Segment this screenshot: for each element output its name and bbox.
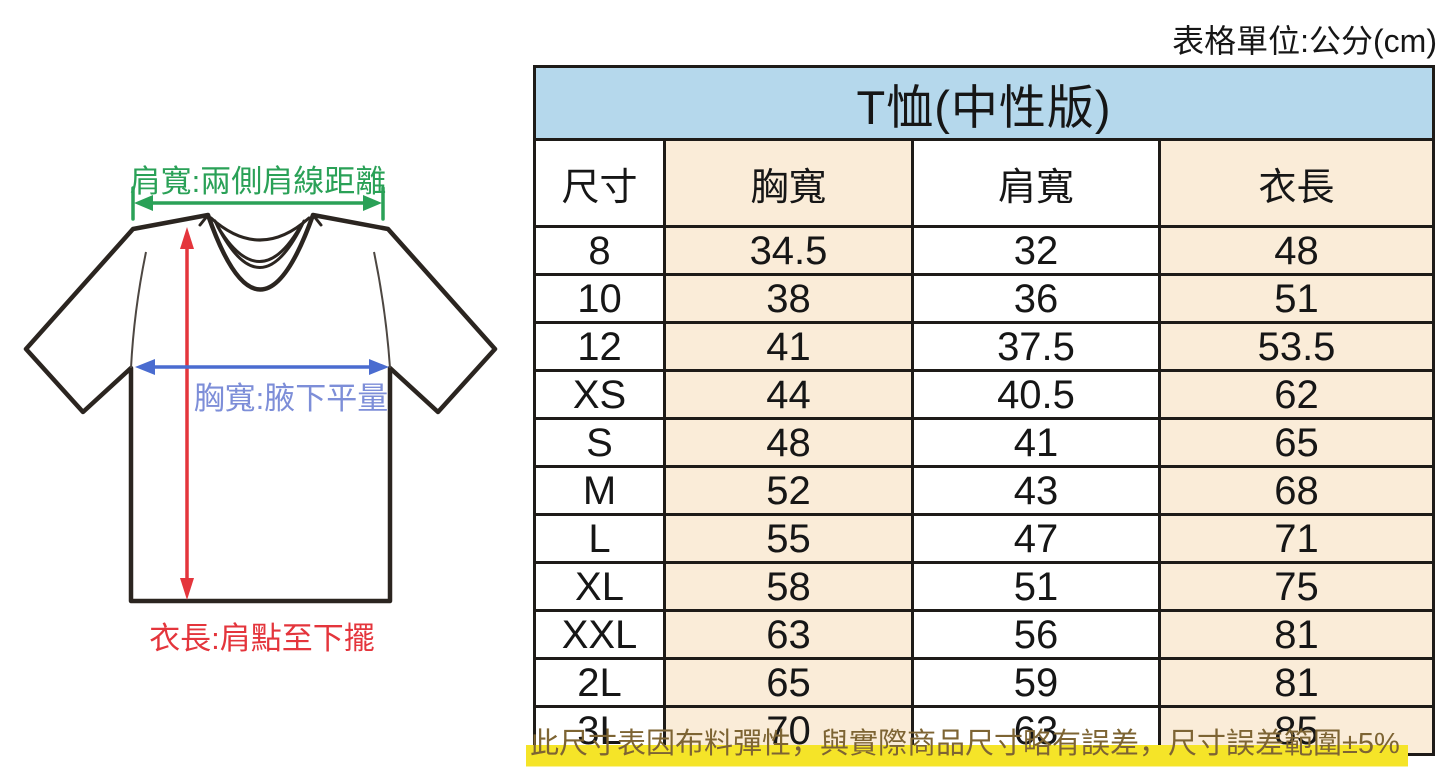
size-cell: S (533, 417, 666, 468)
chest-cell: 58 (663, 561, 914, 612)
shoulder-cell: 32 (911, 225, 1161, 276)
table-title: T恤(中性版) (532, 65, 1436, 141)
table-header-row: 尺寸 胸寬 肩寬 衣長 (533, 138, 1436, 228)
table-row: S 48 41 65 (533, 417, 1436, 468)
shoulder-cell: 41 (911, 417, 1161, 468)
shoulder-cell: 43 (911, 465, 1161, 516)
size-cell: L (533, 513, 666, 564)
size-cell: XXL (533, 609, 666, 660)
chest-cell: 63 (663, 609, 914, 660)
size-cell: XL (533, 561, 666, 612)
length-cell: 62 (1157, 369, 1436, 420)
length-cell: 75 (1157, 561, 1436, 612)
tolerance-note: 此尺寸表因布料彈性，與實際商品尺寸略有誤差，尺寸誤差範圍±5% (526, 716, 1408, 768)
chest-cell: 55 (663, 513, 914, 564)
shoulder-cell: 37.5 (911, 321, 1161, 372)
side-seams (130, 251, 391, 369)
chest-cell: 48 (663, 417, 914, 468)
size-cell: 12 (533, 321, 666, 372)
shoulder-width-label: 肩寬:兩側肩線距離 (130, 164, 387, 199)
tshirt-measurement-diagram: 肩寬:兩側肩線距離 衣長:肩點至下擺 胸寬:腋下平量 (23, 164, 498, 656)
length-cell: 51 (1157, 273, 1436, 324)
chest-cell: 34.5 (663, 225, 914, 276)
chest-width-arrow (135, 359, 389, 375)
tshirt-outline (23, 212, 498, 604)
shoulder-cell: 40.5 (911, 369, 1161, 420)
length-cell: 65 (1157, 417, 1436, 468)
table-row: XXL 63 56 81 (533, 609, 1436, 660)
length-cell: 71 (1157, 513, 1436, 564)
size-cell: 2L (533, 657, 666, 708)
size-table: T恤(中性版) 尺寸 胸寬 肩寬 衣長 8 34.5 32 48 10 38 3… (532, 65, 1436, 756)
chest-cell: 38 (663, 273, 914, 324)
table-row: M 52 43 68 (533, 465, 1436, 516)
table-row: 2L 65 59 81 (533, 657, 1436, 708)
shoulder-width-arrow (131, 186, 385, 221)
body-length-arrow (180, 227, 194, 600)
unit-note: 表格單位:公分(cm) (1172, 23, 1437, 59)
length-cell: 81 (1157, 657, 1436, 708)
shoulder-cell: 36 (911, 273, 1161, 324)
shoulder-cell: 56 (911, 609, 1161, 660)
shoulder-cell: 59 (911, 657, 1161, 708)
size-cell: XS (533, 369, 666, 420)
body-length-label: 衣長:肩點至下擺 (149, 621, 375, 656)
size-cell: M (533, 465, 666, 516)
shoulder-cell: 51 (911, 561, 1161, 612)
col-header-chest: 胸寬 (663, 138, 914, 228)
length-cell: 48 (1157, 225, 1436, 276)
table-row: XS 44 40.5 62 (533, 369, 1436, 420)
table-row: 10 38 36 51 (533, 273, 1436, 324)
shoulder-cell: 47 (911, 513, 1161, 564)
chest-width-label: 胸寬:腋下平量 (194, 381, 389, 416)
chest-cell: 52 (663, 465, 914, 516)
chest-cell: 44 (663, 369, 914, 420)
table-title-row: T恤(中性版) (532, 65, 1436, 141)
length-cell: 68 (1157, 465, 1436, 516)
col-header-length: 衣長 (1157, 138, 1436, 228)
chest-cell: 65 (663, 657, 914, 708)
table-row: L 55 47 71 (533, 513, 1436, 564)
table-row: 8 34.5 32 48 (533, 225, 1436, 276)
size-cell: 8 (533, 225, 666, 276)
size-cell: 10 (533, 273, 666, 324)
col-header-size: 尺寸 (533, 138, 666, 228)
table-row: XL 58 51 75 (533, 561, 1436, 612)
chest-cell: 41 (663, 321, 914, 372)
collar-detail (198, 213, 323, 269)
length-cell: 81 (1157, 609, 1436, 660)
col-header-shoulder: 肩寬 (911, 138, 1161, 228)
table-row: 12 41 37.5 53.5 (533, 321, 1436, 372)
length-cell: 53.5 (1157, 321, 1436, 372)
